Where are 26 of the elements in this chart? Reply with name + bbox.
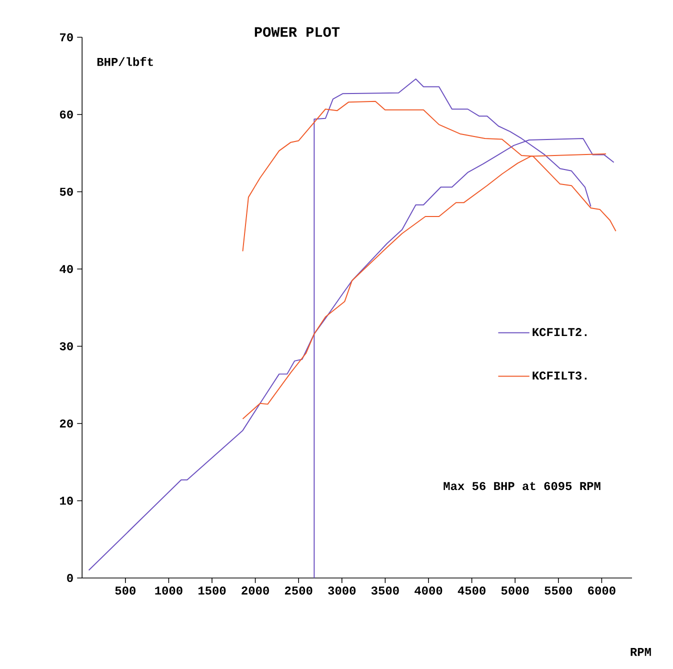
y-tick-label: 70 [60,33,73,42]
legend-label: KCFILT2. [532,328,587,336]
y-tick-label: 30 [60,342,73,350]
y-axis-title: BHP/lbft [97,57,153,66]
y-tick-label: 20 [60,419,73,428]
annotation: Max 56 BHP at 6095 RPM [444,482,600,490]
y-tick-label: 50 [60,188,73,196]
x-axis-title: RPM [630,648,651,656]
x-tick-label: 4000 [414,586,442,595]
y-tick-label: 60 [60,110,73,119]
legend-label: KCFILT3. [532,372,587,380]
x-tick-label: 3000 [328,586,356,595]
x-tick-label: 500 [115,586,136,595]
x-tick-label: 2500 [284,586,312,595]
y-tick-label: 10 [60,496,73,505]
y-tick-label: 0 [67,574,73,582]
y-tick-label: 40 [60,264,73,274]
x-tick-label: 6000 [588,586,616,595]
x-tick-label: 1000 [155,586,182,595]
x-tick-label: 4500 [458,586,486,595]
x-tick-label: 3500 [371,586,399,595]
x-tick-label: 2000 [242,586,269,595]
x-tick-label: 1500 [198,586,226,595]
x-tick-label: 5500 [544,586,572,595]
chart-title: POWER PLOT [254,27,340,37]
x-tick-label: 5000 [501,586,529,595]
